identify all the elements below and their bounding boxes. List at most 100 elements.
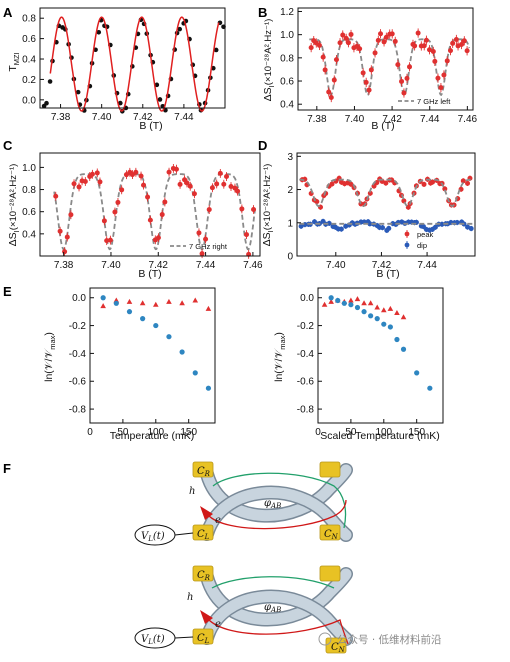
data-point bbox=[203, 236, 209, 242]
chart-d: 7.40 7.42 7.44 0 1 2 3 bbox=[287, 152, 476, 271]
x-tick-label: 7.38 bbox=[307, 114, 327, 125]
data-point bbox=[389, 31, 395, 37]
y-tick-label: 2 bbox=[287, 185, 293, 196]
panel-letter-b: B bbox=[258, 5, 267, 20]
contact-cn-bottom-sub: N bbox=[338, 646, 346, 654]
data-point-circle bbox=[126, 309, 133, 315]
x-tick-label: 7.40 bbox=[345, 114, 365, 125]
chart-d-ylabel: ΔSI(×10⁻²⁸A².Hz⁻¹) bbox=[261, 164, 275, 247]
y-tick-label: 3 bbox=[287, 152, 293, 163]
data-point bbox=[399, 78, 405, 84]
contact-cl-top-label: C bbox=[197, 529, 205, 540]
data-point bbox=[62, 249, 68, 255]
svg-text:φAB: φAB bbox=[264, 602, 281, 614]
data-point bbox=[333, 57, 339, 63]
data-point bbox=[221, 181, 227, 187]
data-point bbox=[444, 58, 450, 64]
wire-top bbox=[174, 532, 194, 536]
data-point bbox=[76, 184, 82, 190]
contact-cl-bottom-label: C bbox=[197, 633, 205, 644]
panel-letter-f: F bbox=[3, 461, 11, 476]
path-top-hole-green bbox=[212, 472, 347, 529]
data-point bbox=[438, 85, 444, 91]
panel-letter-e: E bbox=[3, 284, 12, 299]
data-point bbox=[435, 75, 441, 81]
chart-a: 7.38 7.40 7.42 7.44 0.0 0.2 0.4 0.6 0.8 bbox=[22, 7, 226, 123]
svg-text:CL: CL bbox=[197, 529, 210, 541]
data-point bbox=[328, 95, 334, 101]
voltage-source-top-sub: L bbox=[147, 535, 153, 543]
svg-text:CR: CR bbox=[197, 570, 211, 582]
chart-b-ylabel: ΔSI(×10⁻²⁸A².Hz⁻¹) bbox=[262, 19, 276, 102]
data-point bbox=[115, 199, 121, 205]
data-point bbox=[57, 228, 63, 234]
chart-c-ylabel-unit: (×10⁻²⁸A².Hz⁻¹) bbox=[8, 164, 19, 231]
data-point-triangle bbox=[354, 296, 361, 302]
data-point bbox=[217, 170, 223, 176]
data-point bbox=[239, 206, 245, 212]
svg-text:CN: CN bbox=[324, 529, 339, 541]
data-point bbox=[97, 179, 103, 185]
data-point-circle bbox=[153, 322, 159, 329]
chart-e-right-ylabel-sub: max bbox=[278, 335, 287, 349]
flux-top-label: φ bbox=[264, 498, 271, 509]
data-point-triangle bbox=[394, 310, 400, 316]
data-point bbox=[404, 75, 410, 81]
contact-cn-bottom-label: C bbox=[331, 642, 339, 653]
x-tick-label: 7.44 bbox=[417, 260, 437, 271]
data-point-triangle bbox=[179, 300, 185, 306]
svg-text:ΔSI(×10⁻²⁸A².Hz⁻¹): ΔSI(×10⁻²⁸A².Hz⁻¹) bbox=[262, 19, 276, 102]
contact-cn-top bbox=[319, 524, 341, 541]
x-tick-label: 100 bbox=[147, 427, 164, 438]
data-point bbox=[468, 226, 474, 232]
device-bottom: CR CL CN h e φAB VL(t) bbox=[134, 565, 353, 654]
label-e-bottom: e bbox=[215, 619, 221, 630]
y-tick-label: -0.2 bbox=[69, 321, 87, 332]
flux-bottom-label: φ bbox=[264, 602, 271, 613]
x-tick-label: 7.40 bbox=[92, 112, 112, 123]
data-point bbox=[372, 50, 378, 56]
data-point-circle bbox=[361, 309, 367, 315]
watermark: 公众号 · 低维材料前沿 bbox=[318, 632, 442, 646]
data-point bbox=[366, 87, 372, 93]
data-point-circle bbox=[381, 321, 387, 327]
data-point bbox=[363, 79, 369, 85]
x-tick-label: 7.42 bbox=[372, 260, 392, 271]
data-point-circle bbox=[140, 316, 146, 322]
data-point bbox=[423, 37, 429, 43]
data-point bbox=[214, 181, 220, 187]
data-point bbox=[89, 171, 95, 177]
data-point bbox=[71, 181, 77, 187]
chart-b-ylabel-sub: I bbox=[267, 85, 276, 87]
y-tick-label: 0.6 bbox=[280, 77, 294, 88]
plot-frame bbox=[296, 152, 476, 257]
data-point bbox=[392, 38, 398, 44]
plot-frame bbox=[39, 7, 226, 109]
data-point bbox=[199, 251, 205, 257]
y-tick-label: 1 bbox=[287, 218, 293, 229]
data-point bbox=[298, 223, 304, 229]
y-tick-label: -0.6 bbox=[297, 377, 315, 388]
data-point bbox=[426, 47, 432, 53]
chart-b: 7.38 7.40 7.42 7.44 7.46 0.4 0.6 0.8 1.0 1.2 bbox=[280, 7, 477, 125]
y-tick-label: -0.8 bbox=[297, 405, 315, 416]
data-point bbox=[430, 179, 436, 185]
svg-text:CR: CR bbox=[197, 466, 211, 478]
chart-b-xlabel: B (T) bbox=[371, 120, 394, 132]
data-point bbox=[421, 43, 427, 49]
data-point bbox=[112, 209, 118, 215]
chart-e-right: 0 50 100 150 0.0 -0.2 -0.4 -0.6 -0.8 bbox=[297, 287, 444, 438]
chart-panel-e: ln(𝒱/𝒱max) Temperature (mK) ln(𝒱/𝒱max) S… bbox=[43, 332, 440, 442]
data-point-triangle bbox=[361, 300, 367, 306]
data-point-circle bbox=[335, 297, 341, 304]
series-line bbox=[309, 38, 471, 96]
chart-e-left-ylabel-end: ) bbox=[43, 332, 55, 336]
contact-bottom-right-pad bbox=[319, 565, 341, 582]
data-point-triangle bbox=[100, 303, 106, 309]
data-point bbox=[155, 235, 161, 241]
series-line bbox=[299, 178, 473, 208]
data-point bbox=[322, 67, 328, 73]
y-tick-label: 0.6 bbox=[22, 207, 36, 218]
data-point bbox=[68, 212, 74, 218]
contact-cn-top-label: C bbox=[324, 529, 332, 540]
